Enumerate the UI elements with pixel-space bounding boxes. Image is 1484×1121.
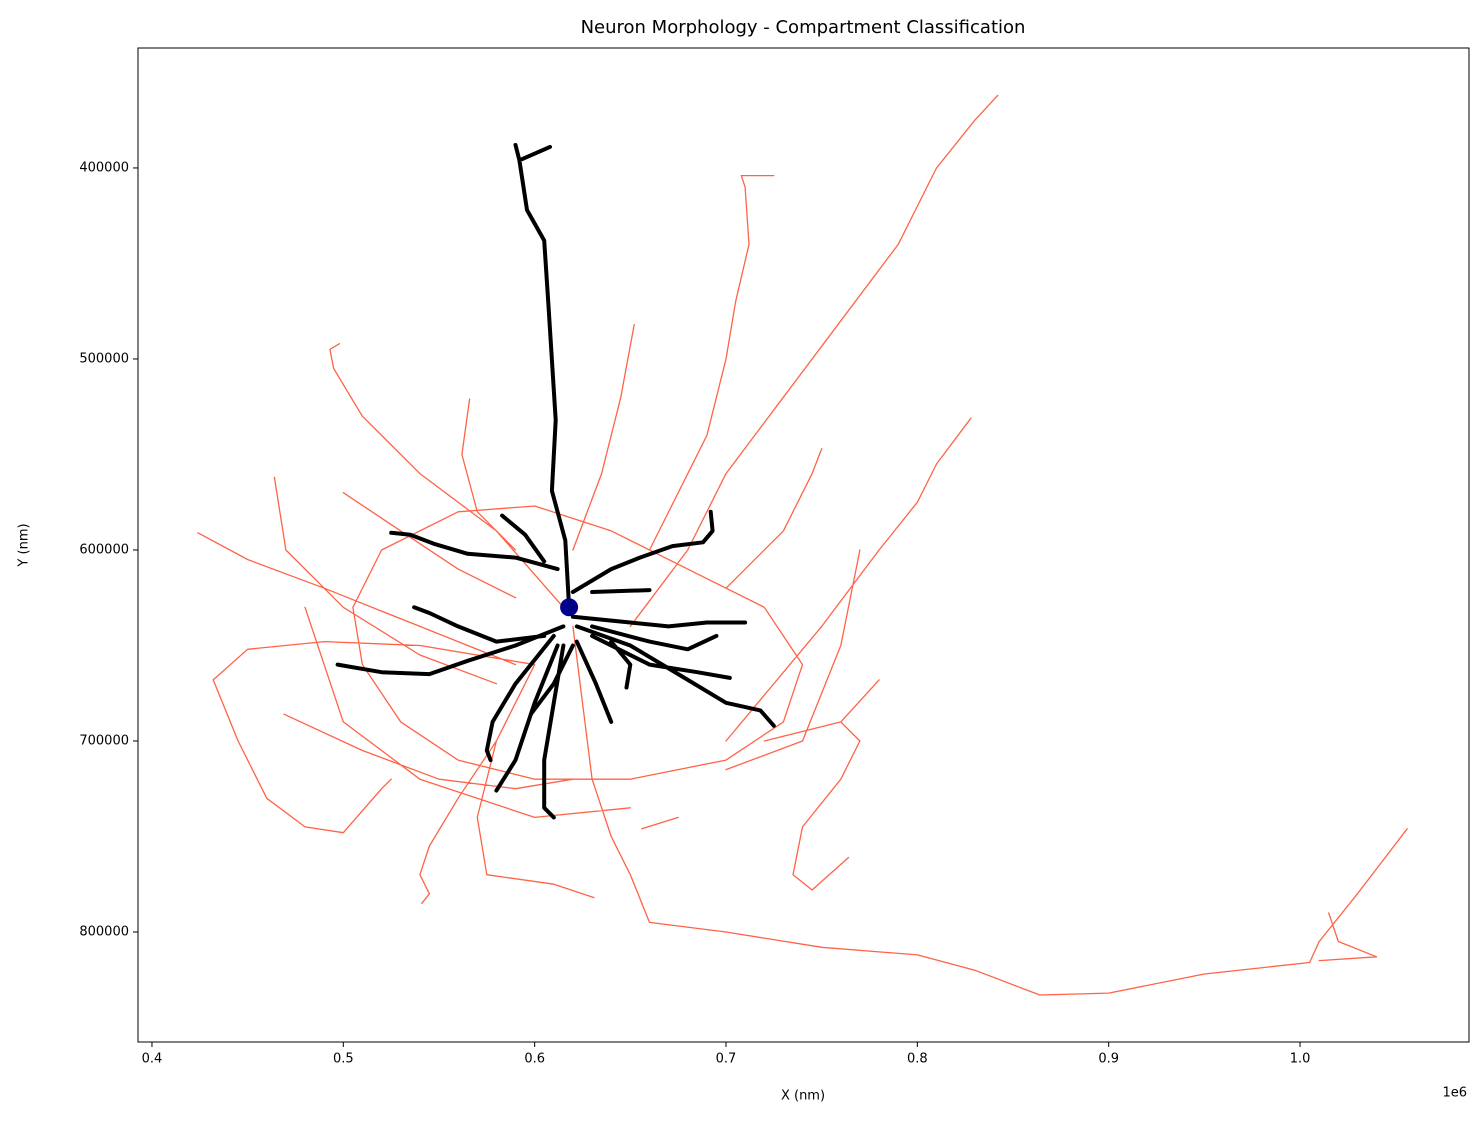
plot-area <box>197 94 1408 996</box>
neurite-line <box>197 94 1408 996</box>
neurite-line <box>335 143 776 820</box>
y-tick-label: 800000 <box>79 924 129 939</box>
x-axis-label: X (nm) <box>781 1089 825 1104</box>
x-tick-label: 0.4 <box>142 1052 163 1067</box>
x-tick-label: 0.7 <box>716 1052 737 1067</box>
x-offset-label: 1e6 <box>1442 1086 1467 1101</box>
x-tick-label: 1.0 <box>1290 1052 1311 1067</box>
y-tick-label: 600000 <box>79 542 129 557</box>
x-tick-label: 0.8 <box>907 1052 928 1067</box>
soma-marker <box>560 598 579 617</box>
x-tick-label: 0.9 <box>1098 1052 1119 1067</box>
y-tick-label: 700000 <box>79 733 129 748</box>
y-tick-label: 500000 <box>79 351 129 366</box>
axes-frame <box>137 47 1470 1043</box>
x-tick-label: 0.5 <box>333 1052 354 1067</box>
y-axis-label: Y (nm) <box>17 523 32 567</box>
x-tick-label: 0.6 <box>524 1052 545 1067</box>
y-tick-label: 400000 <box>79 160 129 175</box>
chart-title: Neuron Morphology - Compartment Classifi… <box>581 17 1026 38</box>
